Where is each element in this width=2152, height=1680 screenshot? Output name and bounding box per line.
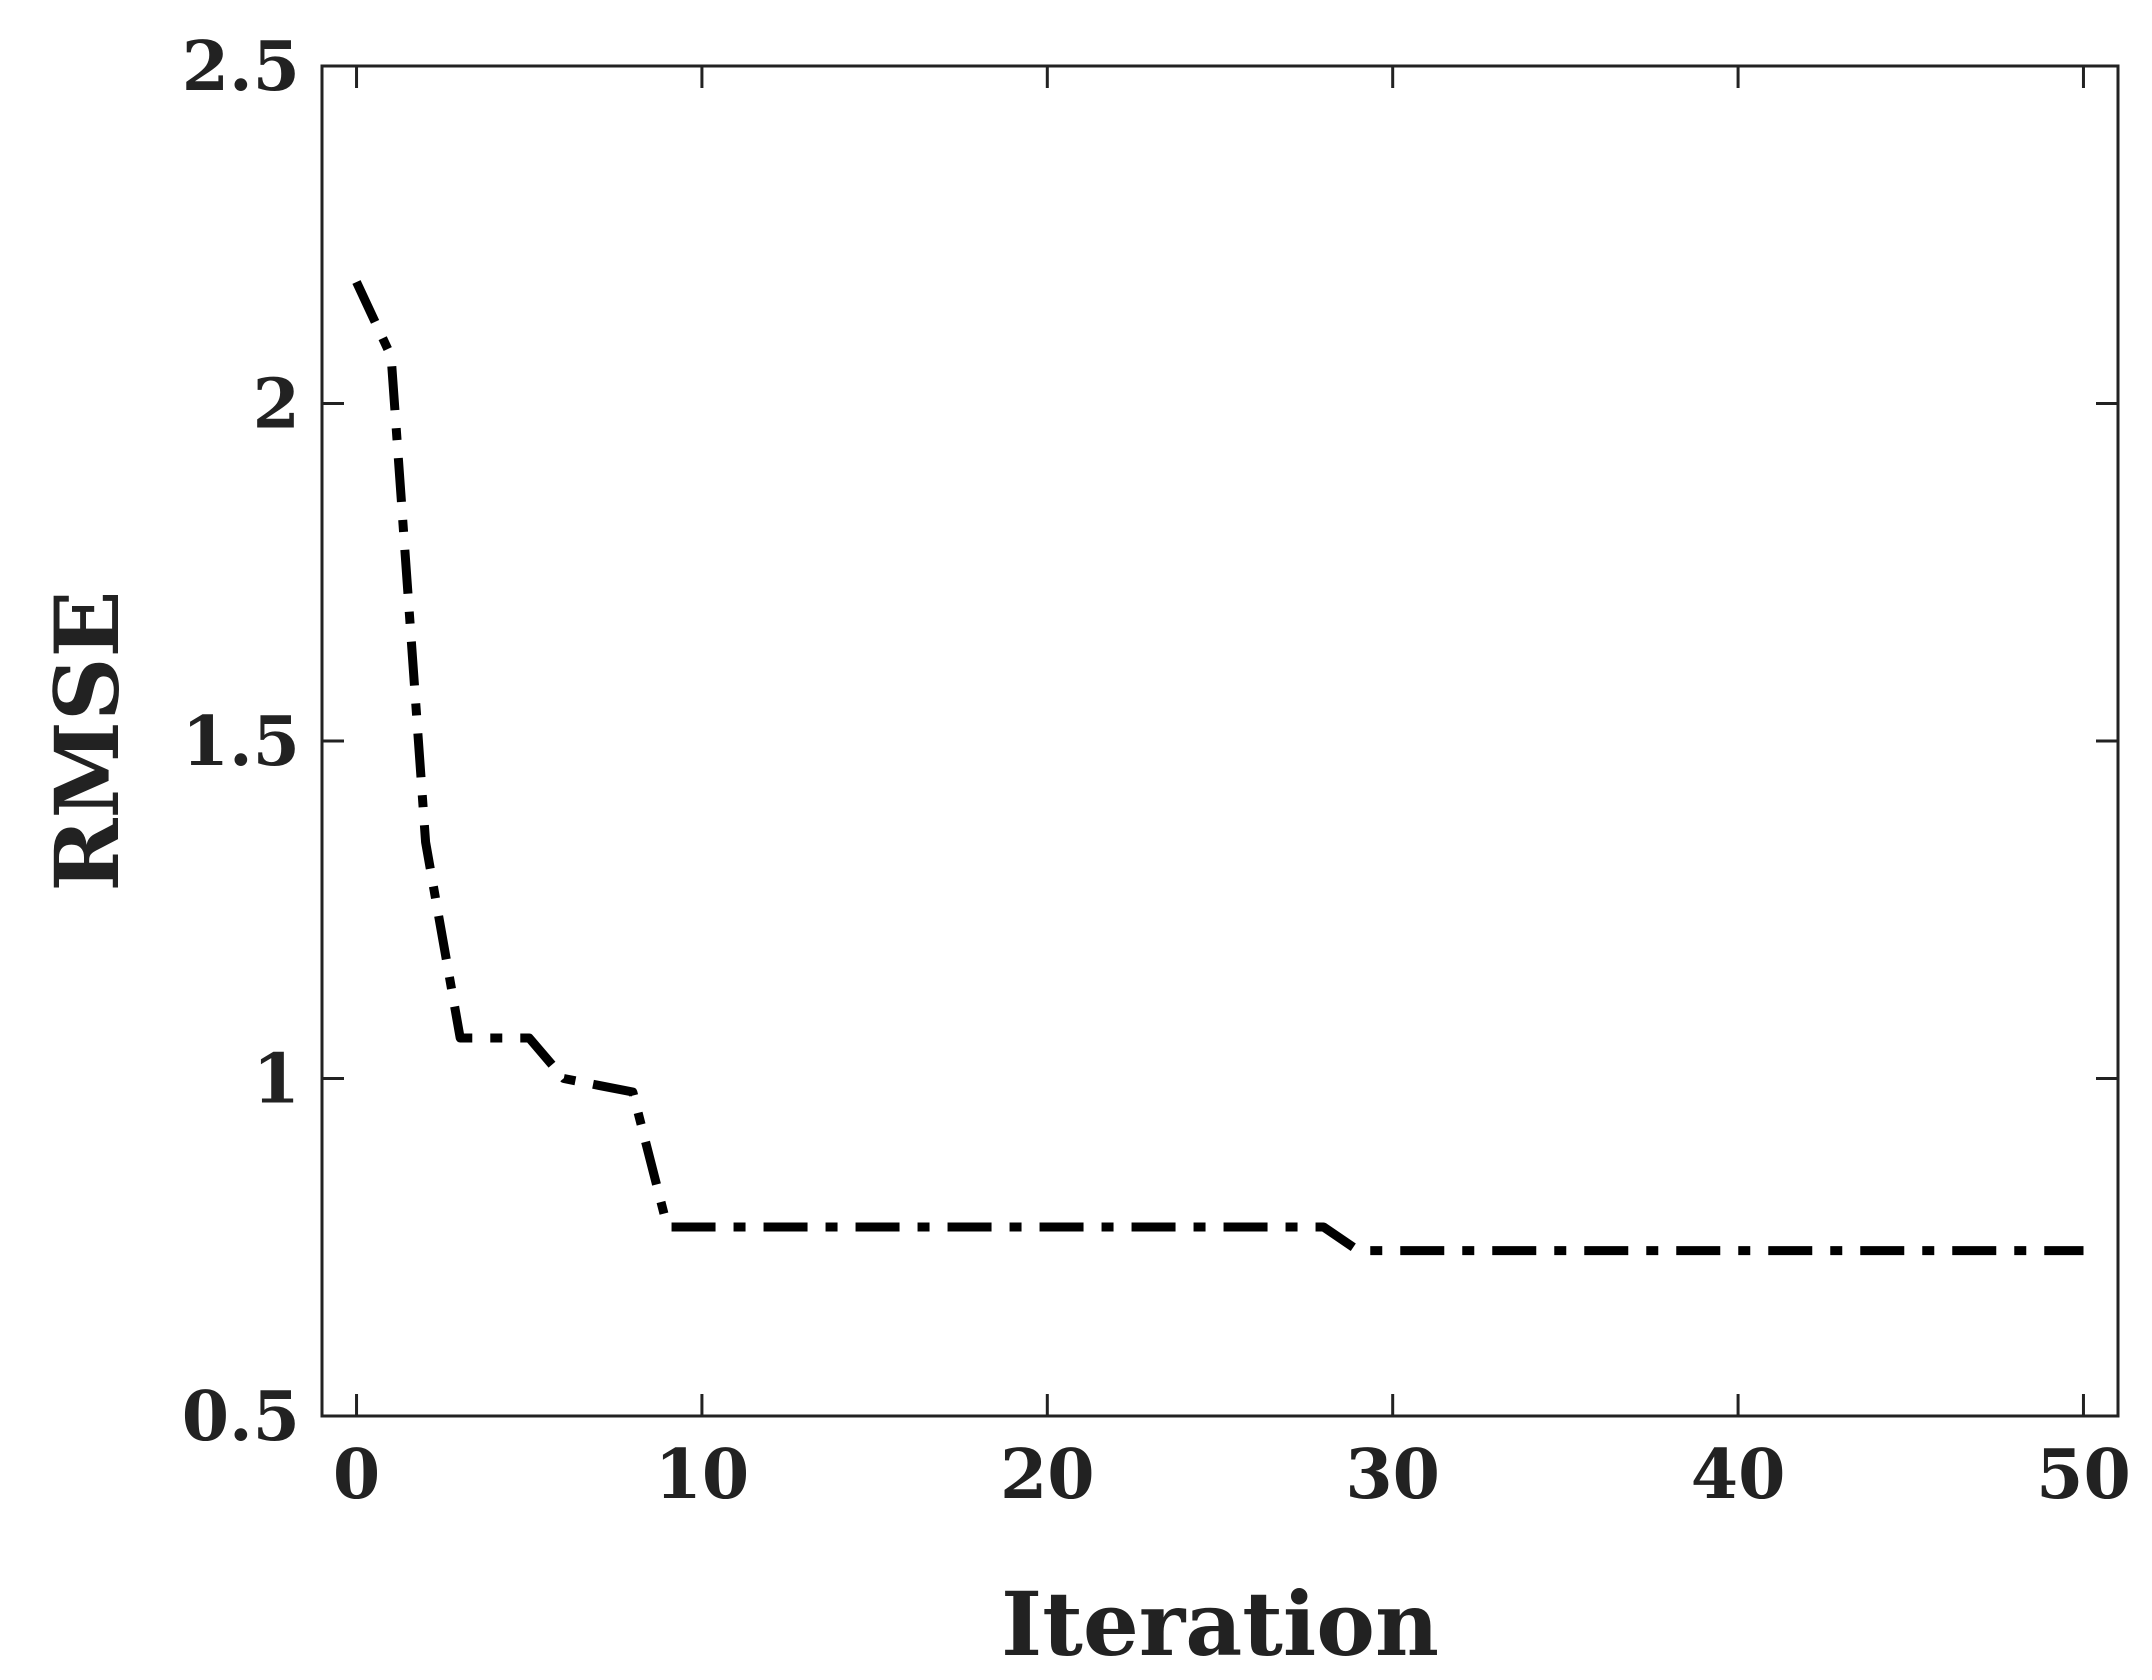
x-axis-label: Iteration bbox=[1001, 1572, 1439, 1676]
x-tick-label: 30 bbox=[1345, 1435, 1440, 1515]
y-axis-label: RMSE bbox=[35, 590, 139, 891]
y-tick-label: 2 bbox=[253, 365, 300, 445]
axis-ticks bbox=[322, 64, 2118, 1418]
x-tick-label: 0 bbox=[333, 1435, 380, 1515]
x-tick-labels: 0 10 20 30 40 50 bbox=[333, 1435, 2131, 1515]
rmse-series-line bbox=[352, 280, 2084, 1256]
y-tick-labels: 0.5 1 1.5 2 2.5 bbox=[182, 27, 300, 1457]
x-tick-label: 50 bbox=[2036, 1435, 2131, 1515]
y-tick-label: 1 bbox=[253, 1040, 300, 1120]
x-tick-label: 10 bbox=[655, 1435, 750, 1515]
y-tick-label: 0.5 bbox=[182, 1377, 300, 1457]
y-tick-label: 2.5 bbox=[182, 27, 300, 107]
y-tick-label: 1.5 bbox=[182, 702, 300, 782]
x-tick-label: 20 bbox=[1000, 1435, 1095, 1515]
plot-frame bbox=[320, 64, 2120, 1418]
x-tick-label: 40 bbox=[1691, 1435, 1786, 1515]
